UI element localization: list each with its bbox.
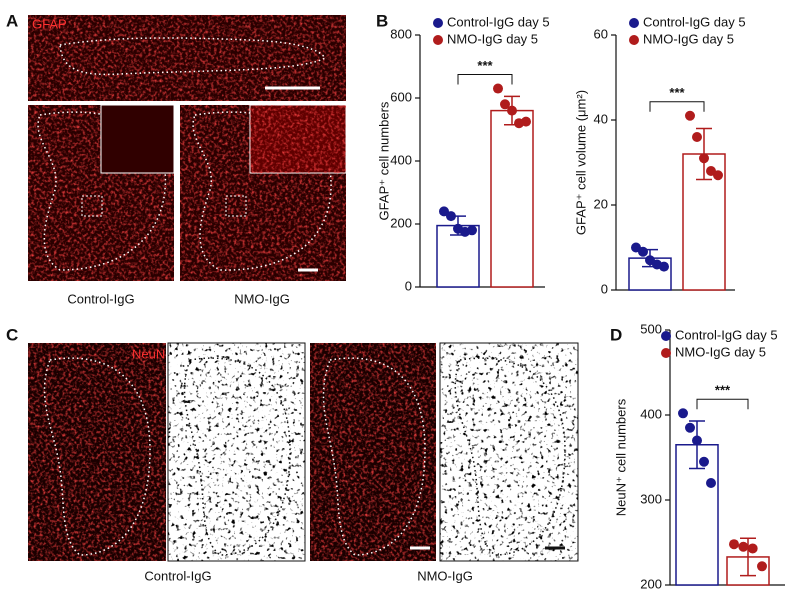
significance-bracket (649, 101, 705, 112)
data-point (699, 153, 709, 164)
data-point (521, 116, 531, 127)
legend-label: Control-IgG day 5 (643, 14, 746, 29)
y-tick-label: 300 (640, 491, 662, 506)
panel-label: A (6, 11, 18, 30)
data-point (446, 211, 456, 222)
bar (436, 224, 480, 288)
roi (225, 195, 247, 217)
significance-bracket (457, 74, 513, 85)
legend-label: Control-IgG day 5 (675, 327, 778, 342)
legend-label: NMO-IgG day 5 (643, 31, 734, 46)
image-texture (440, 343, 578, 561)
data-point (439, 206, 449, 217)
data-point (507, 105, 517, 116)
data-point (706, 478, 716, 488)
legend-label: NMO-IgG day 5 (675, 344, 766, 359)
legend-marker (433, 18, 443, 28)
panel-label: B (376, 11, 388, 30)
data-point (685, 110, 695, 121)
significance-label: *** (715, 383, 731, 398)
bar (490, 109, 534, 288)
data-point (747, 543, 758, 554)
y-tick-label: 800 (390, 26, 412, 41)
image-texture (168, 343, 305, 561)
data-point (692, 435, 702, 446)
legend-marker (629, 35, 639, 45)
y-tick-label: 0 (601, 281, 608, 296)
y-tick-label: 0 (405, 278, 412, 293)
y-axis-label: NeuN⁺ cell numbers (613, 398, 628, 516)
y-tick-label: 600 (390, 89, 412, 104)
image-label: NeuN (132, 346, 165, 361)
panel-c: C NeuN Control-IgG NMO-IgG (6, 325, 579, 583)
y-tick-label: 400 (390, 152, 412, 167)
y-tick-label: 200 (390, 215, 412, 230)
image-label: GFAP (32, 16, 67, 31)
roi (81, 195, 103, 217)
legend-label: Control-IgG day 5 (447, 14, 550, 29)
significance-bracket (696, 398, 749, 410)
image-texture (28, 343, 166, 561)
image-texture (310, 343, 436, 561)
y-tick-label: 60 (594, 26, 608, 41)
outline (59, 37, 327, 76)
y-tick-label: 40 (594, 111, 608, 126)
data-point (738, 541, 749, 552)
data-point (500, 99, 510, 110)
caption: NMO-IgG (417, 568, 473, 583)
y-axis-label: GFAP⁺ cell volume (μm²) (573, 90, 588, 235)
data-point (467, 225, 477, 236)
caption: Control-IgG (144, 568, 211, 583)
legend-marker (661, 348, 671, 358)
significance-label: *** (669, 85, 685, 100)
data-point (757, 561, 767, 572)
data-point (713, 170, 723, 181)
data-point (678, 408, 688, 419)
data-point (638, 246, 648, 257)
inset (100, 104, 175, 174)
data-point (692, 132, 702, 142)
legend-marker (661, 331, 671, 341)
outline (322, 357, 426, 556)
caption: Control-IgG (67, 291, 134, 306)
data-point (729, 539, 739, 550)
panel-label: D (610, 325, 622, 344)
inset-texture (250, 105, 346, 173)
y-tick-label: 200 (640, 576, 662, 591)
y-axis-label: GFAP⁺ cell numbers (376, 101, 391, 220)
legend-marker (433, 35, 443, 45)
y-tick-label: 500 (640, 321, 662, 336)
data-point (685, 422, 695, 433)
significance-label: *** (477, 58, 493, 73)
data-point (493, 83, 503, 94)
panel-a: A GFAP Control-IgG NMO-IgG (6, 11, 347, 306)
data-point (659, 261, 669, 272)
legend-marker (629, 18, 639, 28)
panel-label: C (6, 325, 18, 344)
y-tick-label: 400 (640, 406, 662, 421)
caption: NMO-IgG (234, 291, 290, 306)
data-point (699, 456, 709, 467)
error-bar (740, 537, 756, 577)
y-tick-label: 20 (594, 196, 608, 211)
legend-label: NMO-IgG day 5 (447, 31, 538, 46)
